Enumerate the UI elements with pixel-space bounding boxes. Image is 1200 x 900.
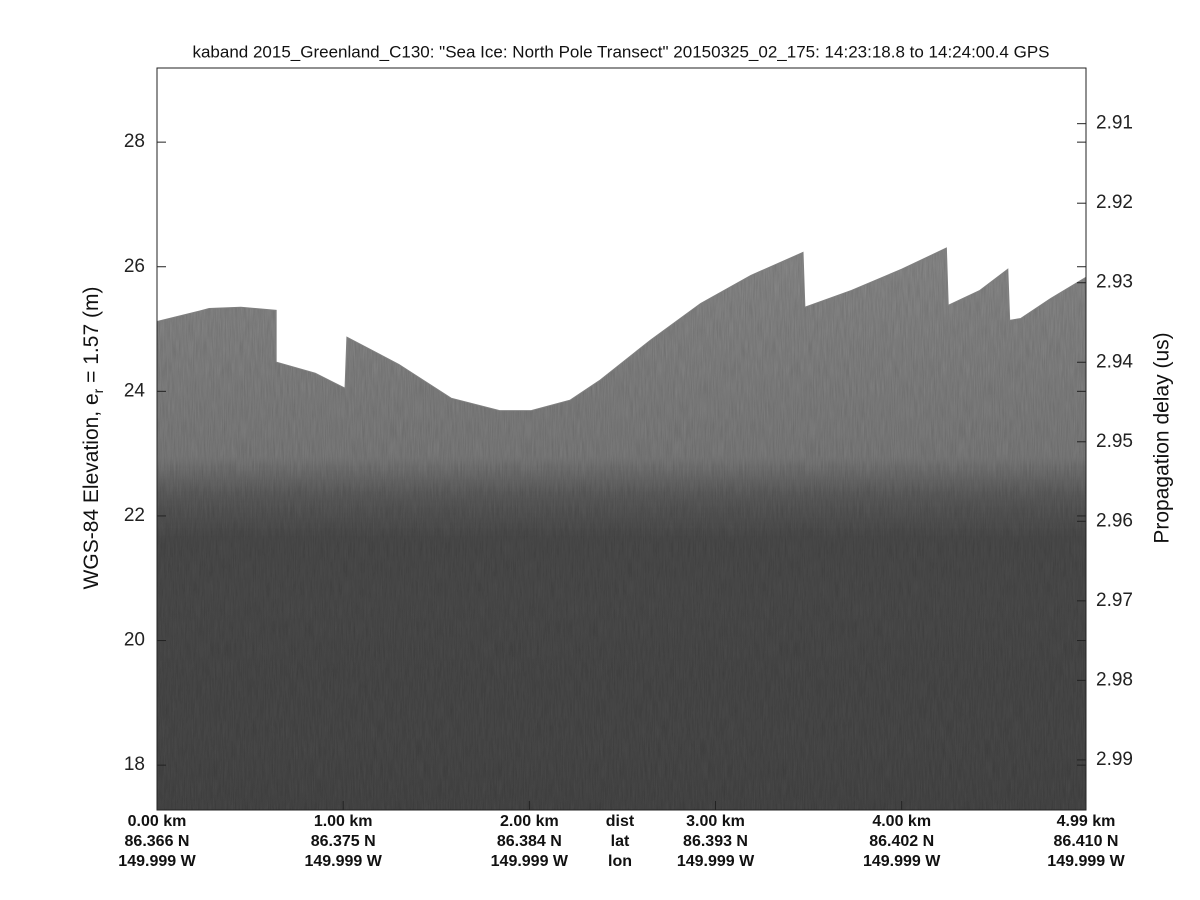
y-tick-label: 20 bbox=[124, 630, 145, 651]
x-tick-label: 4.99 km bbox=[1057, 813, 1116, 830]
ice-return-area bbox=[157, 248, 1086, 810]
x-tick-lat: 86.375 N bbox=[311, 833, 376, 850]
x-tick-label: 1.00 km bbox=[314, 813, 373, 830]
y-axis-label-sub: r bbox=[90, 388, 106, 393]
x-tick-lat: 86.384 N bbox=[497, 833, 562, 850]
plot-frame bbox=[156, 67, 1087, 811]
surface-line bbox=[157, 247, 1086, 412]
x-tick-lon: 149.999 W bbox=[1047, 853, 1125, 870]
y2-tick-label: 2.96 bbox=[1096, 510, 1133, 531]
y-tick-label: 24 bbox=[124, 380, 146, 401]
axes: 18 20 22 24 26 28 2.91 2.92 2.93 2.94 2.95 2.96 2.97… bbox=[118, 67, 1133, 870]
y-tick-label: 18 bbox=[124, 754, 145, 775]
x-row-name: lat bbox=[611, 833, 630, 850]
chart-title: kaband 2015_Greenland_C130: "Sea Ice: No… bbox=[192, 42, 1049, 61]
x-tick-lon: 149.999 W bbox=[304, 853, 382, 870]
y-axis-label-rest: = 1.57 (m) bbox=[80, 287, 103, 389]
y2-tick-label: 2.98 bbox=[1096, 669, 1133, 690]
x-tick-lat: 86.410 N bbox=[1054, 833, 1119, 850]
y-tick-label: 26 bbox=[124, 256, 145, 277]
x-tick-lon: 149.999 W bbox=[677, 853, 755, 870]
x-tick-label: 0.00 km bbox=[128, 813, 187, 830]
y2-tick-label: 2.94 bbox=[1096, 351, 1133, 372]
x-tick-lat: 86.366 N bbox=[125, 833, 190, 850]
x-tick-label: 4.00 km bbox=[872, 813, 931, 830]
x-tick-lat: 86.402 N bbox=[869, 833, 934, 850]
x-tick-label: 2.00 km bbox=[500, 813, 559, 830]
y-tick-label: 22 bbox=[124, 505, 145, 526]
x-tick-lon: 149.999 W bbox=[491, 853, 569, 870]
x-tick-lon: 149.999 W bbox=[863, 853, 941, 870]
x-tick-lon: 149.999 W bbox=[118, 853, 196, 870]
x-row-name: dist bbox=[606, 813, 635, 830]
y2-tick-label: 2.92 bbox=[1096, 192, 1133, 213]
plot-area bbox=[157, 247, 1086, 810]
y2-tick-label: 2.91 bbox=[1096, 113, 1133, 134]
y-axis-label-main: WGS-84 Elevation, e bbox=[80, 393, 103, 589]
x-tick-label: 3.00 km bbox=[686, 813, 745, 830]
y-tick-label: 28 bbox=[124, 131, 145, 152]
y-axis-label: WGS-84 Elevation, er = 1.57 (m) bbox=[80, 287, 106, 590]
x-row-name: lon bbox=[608, 853, 632, 870]
y2-tick-label: 2.93 bbox=[1096, 272, 1133, 293]
y2-tick-label: 2.95 bbox=[1096, 431, 1133, 452]
y2-tick-label: 2.99 bbox=[1096, 749, 1133, 770]
y2-tick-label: 2.97 bbox=[1096, 590, 1133, 611]
x-tick-lat: 86.393 N bbox=[683, 833, 748, 850]
y2-axis-label: Propagation delay (us) bbox=[1151, 332, 1174, 543]
